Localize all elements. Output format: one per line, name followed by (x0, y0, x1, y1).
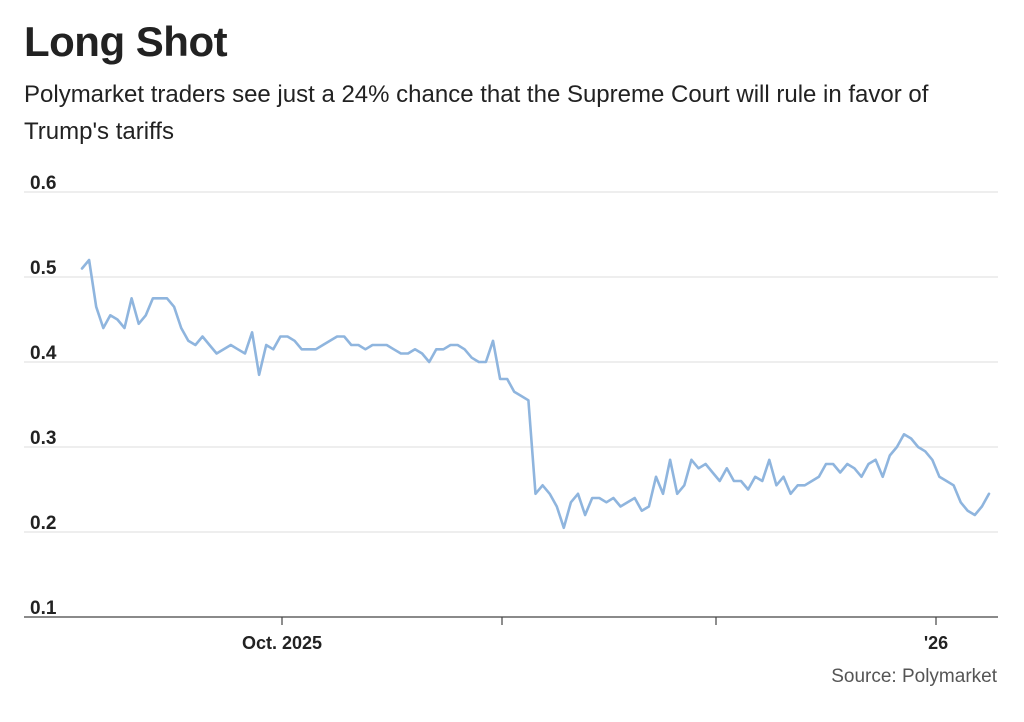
chart-subtitle: Polymarket traders see just a 24% chance… (24, 81, 929, 145)
y-tick-label: 0.4 (30, 343, 57, 364)
y-tick-label: 0.6 (30, 173, 56, 194)
y-tick-label: 0.2 (30, 513, 56, 534)
y-axis-ticks: 0.6 0.5 0.4 0.3 0.2 0.1 (30, 173, 57, 619)
x-axis-ticks: Oct. 2025 '26 (242, 617, 948, 653)
source-note: Source: Polymarket (831, 666, 997, 687)
chart-title: Long Shot (24, 18, 228, 65)
series-group (80, 258, 991, 530)
series-line-probability (80, 258, 991, 530)
x-tick-label: '26 (924, 633, 948, 653)
gridlines (24, 191, 998, 533)
y-tick-label: 0.1 (30, 598, 57, 619)
x-tick-label: Oct. 2025 (242, 633, 322, 653)
y-tick-label: 0.5 (30, 258, 57, 279)
y-tick-label: 0.3 (30, 428, 56, 449)
